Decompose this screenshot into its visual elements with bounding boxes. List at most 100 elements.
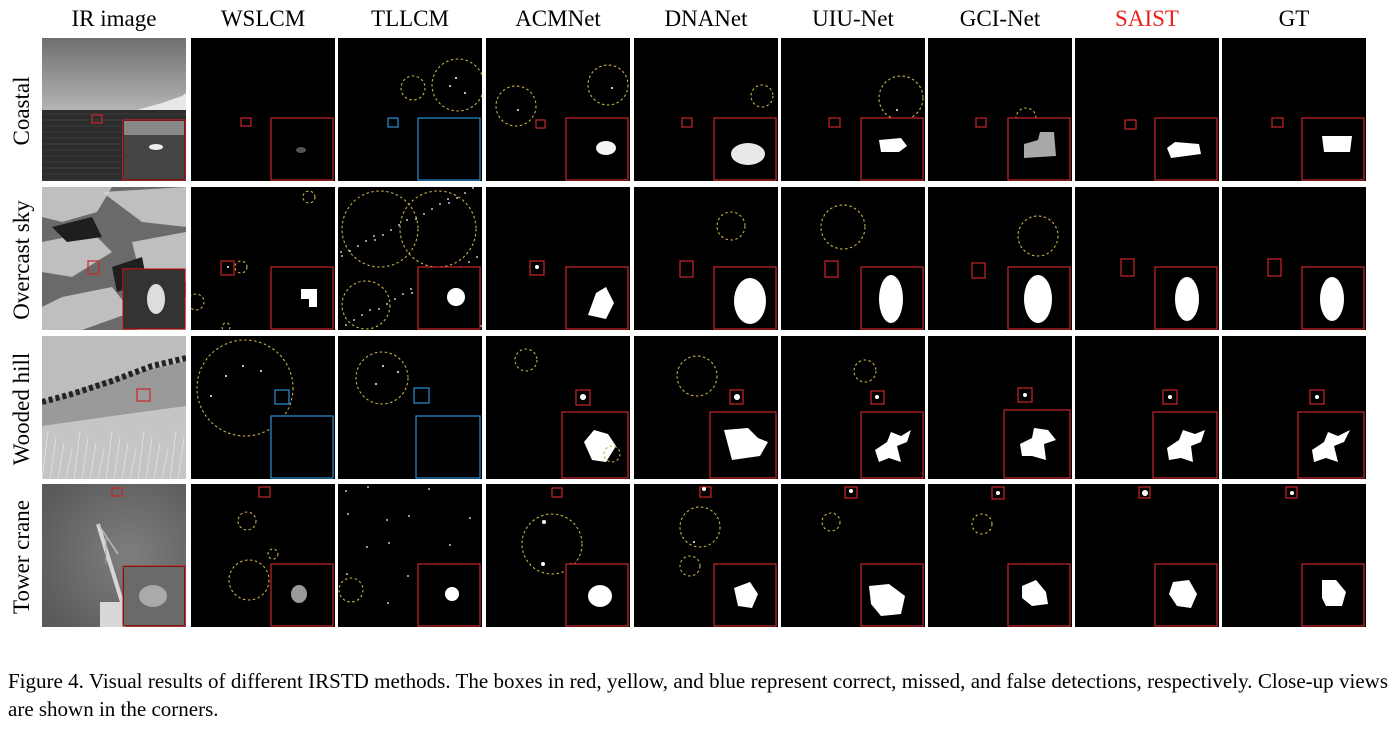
target-box — [1124, 119, 1137, 130]
target-shape — [596, 141, 616, 155]
target-shape — [734, 278, 766, 324]
detection-result-image — [1138, 486, 1218, 627]
target-shape — [584, 430, 616, 462]
detection-dot — [449, 544, 451, 546]
detection-dot — [542, 520, 546, 524]
target-shape — [869, 584, 905, 616]
close-up-inset — [1301, 266, 1365, 330]
close-up-inset — [417, 563, 481, 627]
missed-detection-circle — [431, 58, 482, 112]
target-shape — [1312, 430, 1350, 462]
missed-detection-circle — [1017, 215, 1059, 257]
cell-wooded-hill-ir-image — [42, 336, 186, 479]
close-up-inset — [1007, 563, 1071, 627]
detection-dot — [402, 293, 404, 295]
target-box — [91, 114, 103, 124]
target-shape — [875, 430, 911, 462]
detection-dot — [345, 490, 347, 492]
missed-detection-circle — [587, 64, 629, 106]
column-header-ir-image: IR image — [71, 6, 157, 31]
detection-dot — [1290, 491, 1294, 495]
cell-coastal-tllcm — [338, 38, 482, 181]
detection-dot — [1023, 393, 1027, 397]
cell-coastal-wslcm — [191, 38, 335, 181]
close-up-inset — [1003, 409, 1071, 479]
close-up-inset — [565, 563, 629, 627]
cell-tower-crane-acmnet — [486, 484, 630, 627]
false-detection-box — [274, 389, 290, 405]
row-label-coastal: Coastal — [4, 38, 40, 183]
missed-detection-circle — [821, 512, 841, 532]
cell-coastal-dnanet — [634, 38, 778, 181]
detection-dot — [702, 487, 706, 491]
target-shape — [1024, 275, 1052, 323]
close-up-inset — [860, 117, 924, 181]
detection-dot — [411, 292, 413, 294]
detection-dot — [406, 219, 408, 221]
detection-dot — [517, 109, 519, 111]
detection-result-image — [240, 117, 334, 181]
detection-result-image — [228, 486, 334, 627]
missed-detection-circle — [878, 75, 924, 121]
target-box — [991, 486, 1005, 500]
target-box — [824, 260, 839, 278]
detection-result-image — [975, 107, 1071, 181]
missed-detection-circle — [341, 280, 391, 330]
column-header-gt: GT — [1278, 6, 1310, 31]
detection-dot — [849, 489, 853, 493]
detection-dot — [347, 513, 349, 515]
close-up-inset — [1154, 266, 1218, 330]
target-shape — [1175, 277, 1199, 321]
target-box — [679, 260, 694, 278]
cell-coastal-uiu-net — [781, 38, 925, 181]
detection-result-image — [355, 351, 481, 479]
detection-dot — [431, 208, 433, 210]
missed-detection-circle — [338, 577, 364, 603]
detection-result-image — [1152, 389, 1218, 479]
close-up-inset — [709, 411, 777, 479]
cell-tower-crane-dnanet — [634, 484, 778, 627]
detection-dot — [388, 542, 390, 544]
detection-dot — [469, 517, 471, 519]
figure-caption: Figure 4. Visual results of different IR… — [8, 667, 1388, 723]
close-up-inset — [860, 266, 924, 330]
target-shape — [301, 289, 317, 307]
detection-dot — [439, 203, 441, 205]
cell-overcast-sky-acmnet — [486, 187, 630, 330]
detection-result-image — [1120, 258, 1218, 330]
cell-overcast-sky-saist — [1075, 187, 1219, 330]
detection-dot — [468, 261, 470, 263]
ir-image — [42, 484, 186, 627]
detection-dot — [375, 383, 377, 385]
column-header-dnanet: DNANet — [664, 6, 748, 31]
close-up-inset — [1007, 266, 1071, 330]
detection-result-image — [1297, 389, 1365, 479]
target-shape — [1167, 430, 1205, 462]
detection-result-image — [1267, 258, 1365, 330]
close-up-inset — [270, 415, 334, 479]
row-label-tower-crane: Tower crane — [4, 484, 40, 629]
close-up-inset — [561, 411, 629, 479]
close-up-inset — [270, 563, 334, 627]
missed-detection-circle — [267, 548, 279, 560]
cell-coastal-gci-net — [928, 38, 1072, 181]
close-up-inset — [713, 266, 777, 330]
detection-result-image — [971, 215, 1071, 330]
detection-dot — [365, 240, 367, 242]
target-box — [240, 117, 252, 127]
cell-tower-crane-gci-net — [928, 484, 1072, 627]
detection-dot — [410, 288, 412, 290]
missed-detection-circle — [399, 190, 477, 268]
cell-tower-crane-wslcm — [191, 484, 335, 627]
target-box — [1267, 258, 1282, 277]
detection-result-image — [521, 487, 629, 627]
column-header-acmnet: ACMNet — [515, 6, 601, 31]
column-header-uiu-net: UIU-Net — [812, 6, 894, 31]
target-shape — [1020, 428, 1056, 460]
detection-result-image — [338, 187, 482, 330]
target-box — [111, 487, 123, 497]
detection-result-image — [1285, 486, 1365, 627]
close-up-inset — [713, 563, 777, 627]
detection-dot — [476, 256, 478, 258]
target-box — [870, 390, 885, 405]
